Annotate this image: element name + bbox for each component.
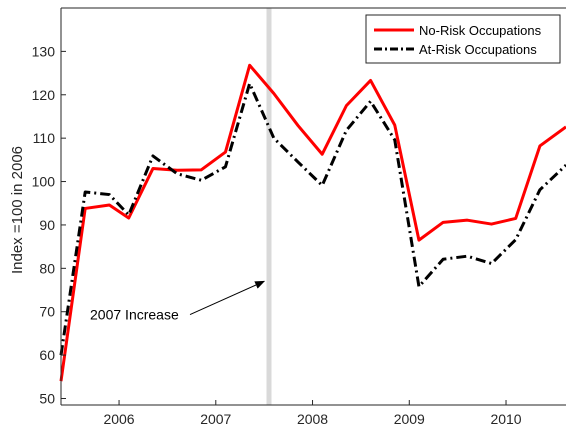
y-tick-label: 120: [32, 87, 56, 103]
y-tick-label: 100: [32, 174, 56, 190]
annotation-text: 2007 Increase: [90, 307, 179, 323]
legend: No-Risk Occupations At-Risk Occupations: [365, 14, 561, 64]
legend-box: [365, 14, 561, 64]
y-axis-label: Index =100 in 2006: [9, 146, 26, 274]
x-tick-label: 2006: [103, 411, 134, 427]
annotation-arrow: [189, 280, 266, 315]
x-tick-label: 2009: [394, 411, 425, 427]
annotation-layer: 2007 Increase: [90, 280, 266, 323]
y-tick-label: 50: [39, 390, 55, 406]
y-tick-label: 90: [39, 217, 55, 233]
y-tick-label: 70: [39, 304, 55, 320]
series-line-1: [59, 82, 566, 356]
y-tick-label: 60: [39, 347, 55, 363]
x-tick-label: 2008: [297, 411, 328, 427]
legend-label-1: At-Risk Occupations: [419, 42, 537, 57]
y-tick-label: 110: [33, 130, 56, 146]
series-line-0: [59, 63, 566, 382]
legend-label-0: No-Risk Occupations: [419, 23, 542, 38]
x-tick-label: 2007: [200, 411, 231, 427]
y-tick-label: 130: [32, 43, 56, 59]
series-layer: [59, 63, 566, 382]
axes-layer: 50 60 70 80 90 100 110 120 130 2006 2007 2008 2009 20…: [32, 7, 566, 427]
y-tick-label: 80: [39, 260, 55, 276]
x-tick-label: 2010: [490, 411, 521, 427]
